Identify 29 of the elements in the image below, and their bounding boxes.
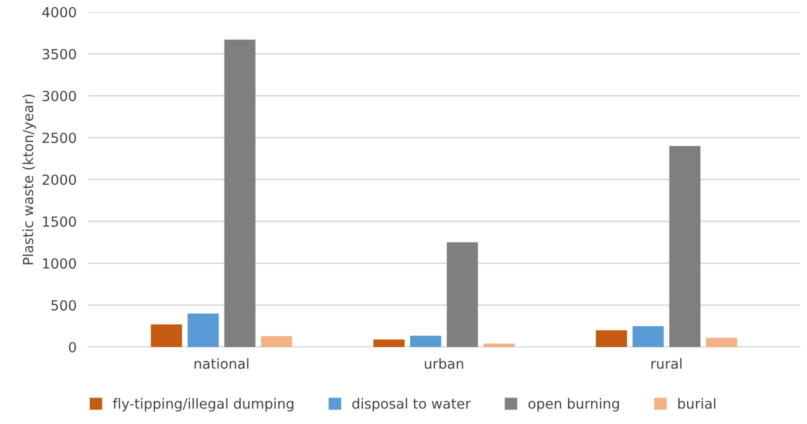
bar: [373, 339, 405, 347]
x-tick-label: rural: [651, 358, 682, 369]
y-tick-label: 0: [68, 342, 76, 352]
y-tick-label: 4000: [42, 6, 76, 18]
bar: [632, 326, 664, 347]
legend-label: disposal to water: [352, 398, 471, 412]
y-tick-label: 2500: [42, 132, 76, 144]
legend-label: open burning: [528, 398, 619, 412]
x-tick-label: urban: [424, 358, 464, 369]
bar: [483, 344, 515, 347]
legend-label: fly-tipping/illegal dumping: [112, 398, 294, 412]
bar: [224, 40, 256, 347]
y-tick-label: 1000: [43, 258, 76, 269]
y-tick-label: 2000: [42, 174, 76, 185]
y-tick-label: 500: [51, 300, 76, 311]
bar: [706, 338, 738, 347]
bar: [446, 242, 478, 347]
bar: [150, 324, 182, 347]
legend-label: burial: [678, 398, 716, 409]
bar: [596, 330, 628, 347]
y-tick-label: 3000: [42, 90, 76, 102]
bar: [188, 314, 219, 347]
y-tick-label: 3500: [42, 48, 76, 60]
bar: [260, 336, 292, 347]
y-axis-title: Plastic waste (kton/year): [22, 94, 36, 264]
y-tick-label: 1500: [43, 216, 76, 227]
x-tick-label: national: [194, 358, 248, 369]
bar: [410, 336, 442, 347]
bar: [669, 146, 700, 347]
